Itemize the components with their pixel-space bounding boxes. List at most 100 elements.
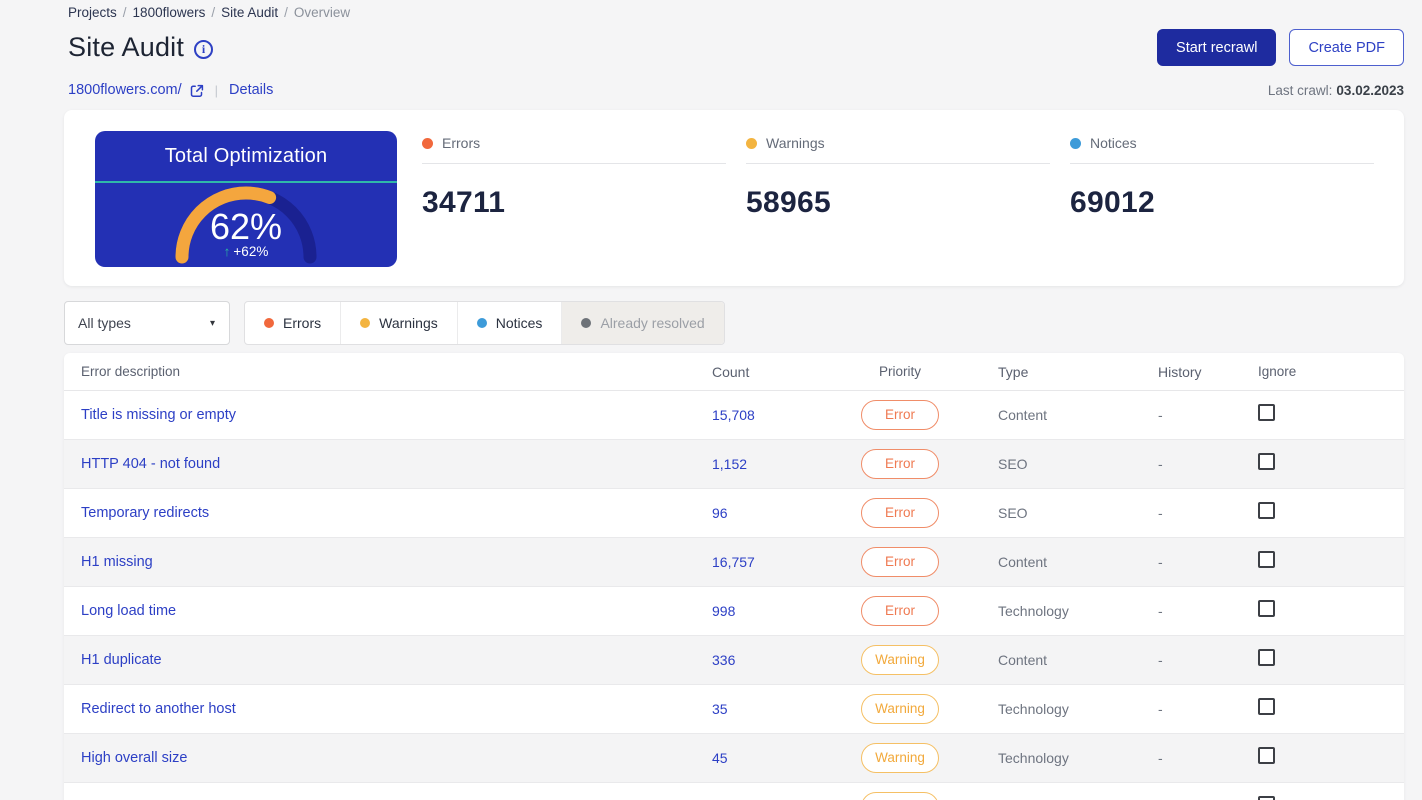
- description-cell: High overall size: [81, 749, 712, 767]
- ignore-checkbox[interactable]: [1258, 551, 1275, 568]
- page-title: Site Audit: [68, 32, 185, 62]
- breadcrumb-separator: /: [211, 5, 216, 20]
- ignore-checkbox[interactable]: [1258, 404, 1275, 421]
- stat-notices: Notices 69012: [1070, 135, 1374, 286]
- warnings-dot-icon: [360, 318, 371, 328]
- priority-cell: Warning: [825, 743, 975, 773]
- priority-badge: Error: [861, 400, 939, 430]
- topbar: Projects / 1800flowers / Site Audit / Overview…: [0, 0, 1422, 98]
- ignore-checkbox[interactable]: [1258, 453, 1275, 470]
- error-description-link[interactable]: HTTP 404 - not found: [81, 456, 221, 472]
- resolved-dot-icon: [581, 318, 592, 328]
- severity-tabs: Errors Warnings Notices Already resolved: [244, 301, 725, 345]
- error-description-link[interactable]: Title is missing or empty: [81, 407, 236, 423]
- gauge-title: Total Optimization: [164, 144, 328, 167]
- table-row: Temporary redirects 96 Error SEO -: [64, 489, 1404, 538]
- priority-badge: Error: [861, 498, 939, 528]
- priority-badge: Error: [861, 449, 939, 479]
- history-cell: -: [1158, 407, 1163, 423]
- count-link[interactable]: 1,152: [712, 456, 748, 472]
- notices-dot-icon: [1070, 137, 1081, 149]
- tab-already-resolved[interactable]: Already resolved: [562, 302, 724, 344]
- svg-text:↑+62%: ↑ +62%: [224, 244, 269, 259]
- warnings-dot-icon: [746, 137, 757, 149]
- priority-badge: Warning: [861, 743, 939, 773]
- priority-cell: Error: [825, 596, 975, 626]
- notices-count: 69012: [1070, 186, 1155, 219]
- breadcrumb-separator: /: [122, 5, 127, 20]
- ignore-cell: [1258, 600, 1388, 622]
- stat-warnings: Warnings 58965: [746, 135, 1050, 286]
- count-link[interactable]: 998: [712, 603, 736, 619]
- breadcrumb-site-audit[interactable]: Site Audit: [221, 5, 279, 20]
- table-row: H1 missing 16,757 Error Content -: [64, 538, 1404, 587]
- errors-dot-icon: [422, 137, 433, 149]
- details-link[interactable]: Details: [229, 82, 274, 98]
- type-cell: Content: [998, 554, 1048, 570]
- domain-link[interactable]: 1800flowers.com/: [68, 82, 182, 98]
- gauge-value: 62%: [210, 206, 282, 247]
- ignore-checkbox[interactable]: [1258, 649, 1275, 666]
- tab-label: Notices: [495, 315, 543, 331]
- count-link[interactable]: 35: [712, 701, 728, 717]
- tab-label: Warnings: [379, 315, 438, 331]
- priority-badge: Error: [861, 596, 939, 626]
- breadcrumb-projects[interactable]: Projects: [68, 5, 117, 20]
- column-header-priority: Priority: [878, 364, 921, 379]
- gauge-divider: [95, 181, 397, 183]
- ignore-cell: [1258, 649, 1388, 671]
- last-crawl-label: Last crawl:: [1267, 82, 1333, 98]
- tab-errors[interactable]: Errors: [245, 302, 342, 344]
- description-cell: Redirect to another host: [81, 700, 712, 718]
- count-link[interactable]: 45: [712, 750, 728, 766]
- type-cell: SEO: [998, 456, 1028, 472]
- gauge-arc: 62% ↑ +62%: [175, 186, 317, 264]
- chevron-down-icon: ▾: [209, 317, 215, 329]
- description-cell: H1 duplicate: [81, 651, 712, 669]
- type-cell: Technology: [998, 701, 1069, 717]
- count-link[interactable]: 96: [712, 505, 728, 521]
- count-link[interactable]: 336: [712, 652, 736, 668]
- description-cell: Long load time: [81, 602, 712, 620]
- stat-divider: [422, 163, 726, 164]
- priority-cell: Error: [825, 547, 975, 577]
- ignore-checkbox[interactable]: [1258, 502, 1275, 519]
- create-pdf-button[interactable]: Create PDF: [1289, 29, 1404, 66]
- ignore-cell: [1258, 404, 1388, 426]
- description-cell: Temporary redirects: [81, 504, 712, 522]
- ignore-checkbox[interactable]: [1258, 698, 1275, 715]
- type-filter-select[interactable]: All types ▾: [64, 301, 230, 345]
- ignore-cell: [1258, 551, 1388, 573]
- error-description-link[interactable]: H1 duplicate: [81, 652, 162, 668]
- ignore-cell: [1258, 698, 1388, 720]
- stat-divider: [1070, 163, 1374, 164]
- table-body: Title is missing or empty 15,708 Error Cont…: [64, 391, 1404, 800]
- error-description-link[interactable]: Temporary redirects: [81, 505, 210, 521]
- breadcrumb-separator: /: [284, 5, 288, 20]
- error-description-link[interactable]: Long load time: [81, 603, 177, 619]
- error-description-link[interactable]: High overall size: [81, 750, 188, 766]
- priority-badge: Error: [861, 547, 939, 577]
- history-cell: -: [1158, 603, 1163, 619]
- tab-warnings[interactable]: Warnings: [341, 302, 458, 344]
- start-recrawl-button[interactable]: Start recrawl: [1157, 29, 1277, 66]
- description-cell: Title is missing or empty: [81, 406, 712, 424]
- breadcrumb-current: Overview: [293, 5, 351, 20]
- info-icon[interactable]: i: [194, 39, 214, 59]
- count-link[interactable]: 15,708: [712, 407, 755, 423]
- breadcrumb-project[interactable]: 1800flowers: [132, 5, 206, 20]
- ignore-checkbox[interactable]: [1258, 747, 1275, 764]
- ignore-checkbox[interactable]: [1258, 796, 1275, 800]
- ignore-cell: [1258, 747, 1388, 769]
- column-header-ignore: Ignore: [1258, 364, 1297, 379]
- ignore-cell: [1258, 502, 1388, 524]
- history-cell: -: [1158, 750, 1163, 766]
- error-description-link[interactable]: H1 missing: [81, 554, 153, 570]
- tab-notices[interactable]: Notices: [458, 302, 563, 344]
- error-description-link[interactable]: Redirect to another host: [81, 701, 236, 717]
- priority-cell: Error: [825, 498, 975, 528]
- table-row: Warning: [64, 783, 1404, 800]
- count-link[interactable]: 16,757: [712, 554, 755, 570]
- ignore-checkbox[interactable]: [1258, 600, 1275, 617]
- external-link-icon[interactable]: [190, 84, 204, 98]
